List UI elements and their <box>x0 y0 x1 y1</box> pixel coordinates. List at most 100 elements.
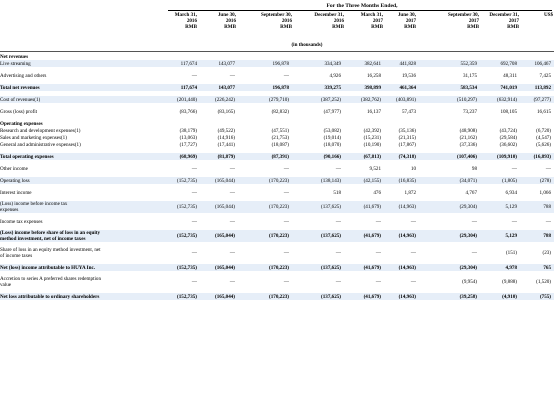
cell-value: (403,891) <box>384 96 419 103</box>
cell-value: (49,522) <box>217 127 235 134</box>
table-row: Gross (loss) profit (83,766) (83,165) (82,8… <box>0 108 554 115</box>
cell-value: (1,805) <box>480 177 520 184</box>
cell-value: 9,521 <box>369 165 381 172</box>
cell-value: (279,710) <box>238 96 292 103</box>
column-header-year: 2017 <box>405 18 416 24</box>
cell-value: (152,735) <box>160 230 200 242</box>
cell-value: — <box>410 218 416 225</box>
cell-value: (14,963) <box>384 264 419 271</box>
cell-value: 196,878 <box>238 84 292 91</box>
cell-value: (138,143) <box>292 177 344 184</box>
cell-value: — <box>283 165 289 172</box>
row-label: (Loss) income before income tax expenses <box>0 201 160 213</box>
column-header-cur: RMB <box>371 24 383 30</box>
column-header-cur: RMB <box>280 24 292 30</box>
table-row: Operating loss (152,735) (165,044) (170,223… <box>0 177 554 184</box>
table-row: Advertising and others — — — 4,926 16,258 19,5… <box>0 72 554 79</box>
table-row: Operating expenses <box>0 120 554 127</box>
cell-value: (170,223) <box>238 201 292 213</box>
cell-value: (29,304) <box>419 264 480 271</box>
cell-value: (29,304) <box>419 201 480 213</box>
cell-value: 765 <box>520 264 554 271</box>
cell-value: — <box>229 165 235 172</box>
cell-value: (137,625) <box>292 264 344 271</box>
cell-value: — <box>191 279 197 285</box>
cell-value <box>200 120 238 127</box>
cell-value: (6,720) <box>536 127 551 134</box>
column-header: June 30, 2016 RMB <box>202 12 236 30</box>
cell-value: 788 <box>520 201 554 213</box>
cell-value: (81,879) <box>200 153 238 160</box>
row-label: Accretion to series A preferred shares r… <box>0 276 160 288</box>
cell-value: (53,082) <box>323 127 341 134</box>
row-label-line: expenses <box>0 207 19 213</box>
table-row: Interest income — — — 518 476 1,872 4,767 6,934 1… <box>0 189 554 196</box>
cell-value <box>480 53 520 60</box>
cell-value: (152,735) <box>160 293 200 300</box>
column-header-date: March 31, <box>174 12 197 18</box>
cell-value: 339,275 <box>292 84 344 91</box>
cell-value: (21,162) <box>459 134 477 141</box>
cell-value: 143,077 <box>200 60 238 67</box>
column-header: US$ <box>523 12 553 18</box>
column-header-date: September 30, <box>260 12 292 18</box>
column-header-year: 2017 <box>508 18 519 24</box>
cell-value: — <box>471 250 477 256</box>
cell-value: (278) <box>520 177 554 184</box>
row-label: (Loss) income before share of loss in an… <box>0 230 160 242</box>
cell-value: — <box>375 250 381 256</box>
row-label: Net (loss) income attributable to HUYA I… <box>0 264 160 271</box>
cell-value: (23) <box>542 250 552 256</box>
cell-value: (4,910) <box>480 293 520 300</box>
cell-value: (387,252) <box>292 96 344 103</box>
cell-value: (107,406) <box>419 153 480 160</box>
table-row: Other income — — — — 9,521 10 98 — — <box>0 165 554 172</box>
cell-value: (97,277) <box>520 96 554 103</box>
cell-value: (165,044) <box>200 177 238 184</box>
cell-value <box>160 120 200 127</box>
table-row: Total net revenues 117,674 143,077 196,878 3… <box>0 84 554 91</box>
cell-value: 196,878 <box>238 60 292 67</box>
cell-value: — <box>283 250 289 256</box>
cell-value: (9,954) <box>462 279 477 285</box>
cell-value: (41,679) <box>344 201 384 213</box>
row-label: Total net revenues <box>0 84 160 91</box>
cell-value: 5,129 <box>480 201 520 213</box>
cell-value: (42,155) <box>344 177 384 184</box>
cell-value: 476 <box>373 189 381 196</box>
cell-value: (510,297) <box>419 96 480 103</box>
cell-value: 73,237 <box>462 108 477 115</box>
cell-value: (17,867) <box>398 141 416 148</box>
cell-value <box>292 53 344 60</box>
cell-value <box>520 53 554 60</box>
cell-value <box>384 53 419 60</box>
row-label: Other income <box>0 165 28 172</box>
cell-value: (39,258) <box>419 293 480 300</box>
cell-value: (35,136) <box>398 127 416 134</box>
cell-value: 4,926 <box>329 72 341 79</box>
cell-value: 518 <box>333 189 341 196</box>
cell-value: — <box>229 72 235 79</box>
row-label: Net loss attributable to ordinary shareh… <box>0 293 160 300</box>
cell-value: (42,392) <box>363 127 381 134</box>
column-header-date: June 30, <box>217 12 236 18</box>
table-row: (Loss) income before share of loss in an… <box>0 230 554 242</box>
cell-value: (90,166) <box>292 153 344 160</box>
table-row: Sales and marketing expenses(1) (13,063) (… <box>0 134 554 141</box>
cell-value <box>238 53 292 60</box>
cell-value: 98 <box>471 165 477 172</box>
cell-value: 19,536 <box>401 72 416 79</box>
row-label: Advertising and others <box>0 72 47 79</box>
cell-value: 16,258 <box>366 72 381 79</box>
cell-value: — <box>511 218 517 225</box>
cell-value: 16,137 <box>366 108 381 115</box>
cell-value: 741,019 <box>480 84 520 91</box>
row-label: Research and development expenses(1) <box>0 127 81 134</box>
table-row: Net (loss) income attributable to HUYA I… <box>0 264 554 271</box>
cell-value: (152,735) <box>160 177 200 184</box>
row-label-line: (Loss) income before share of loss in an… <box>0 230 100 236</box>
table-row: Total operating expenses (68,969) (81,879)… <box>0 153 554 160</box>
cell-value: (47,977) <box>323 108 341 115</box>
cell-value: 16,615 <box>536 108 551 115</box>
row-label: Net revenues <box>0 53 29 60</box>
